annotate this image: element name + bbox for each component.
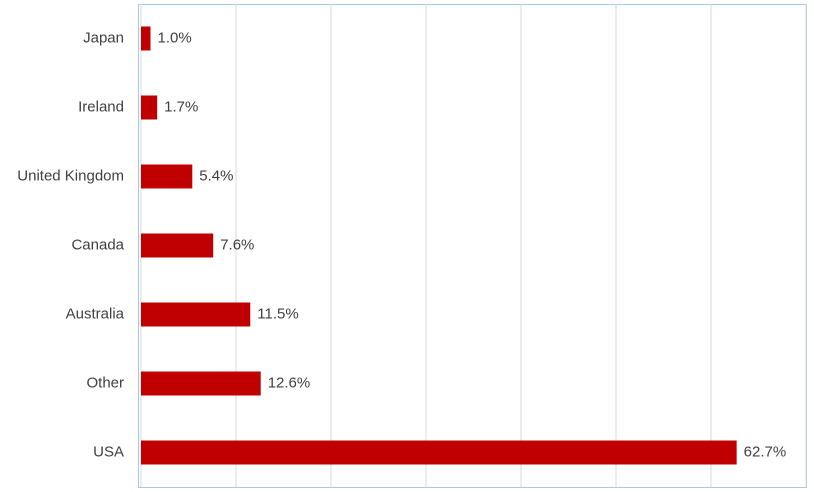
bar <box>141 95 158 120</box>
y-tick-label: USA <box>93 443 124 460</box>
data-label: 62.7% <box>744 443 787 460</box>
bar <box>141 26 151 51</box>
bar <box>141 233 214 258</box>
y-tick-label: Other <box>86 374 124 391</box>
y-tick-label: Japan <box>83 29 124 46</box>
data-label: 11.5% <box>257 305 298 322</box>
y-tick-label: United Kingdom <box>17 167 124 184</box>
y-tick-label: Ireland <box>78 98 124 115</box>
y-tick-label: Canada <box>71 236 124 253</box>
y-tick-label: Australia <box>66 305 125 322</box>
data-label: 1.0% <box>158 29 192 46</box>
data-label: 5.4% <box>199 167 233 184</box>
bar <box>141 371 261 396</box>
data-label: 7.6% <box>220 236 254 253</box>
bar <box>141 164 193 189</box>
bar <box>141 302 251 327</box>
data-label: 1.7% <box>164 98 198 115</box>
data-label: 12.6% <box>268 374 311 391</box>
bar <box>141 440 737 465</box>
